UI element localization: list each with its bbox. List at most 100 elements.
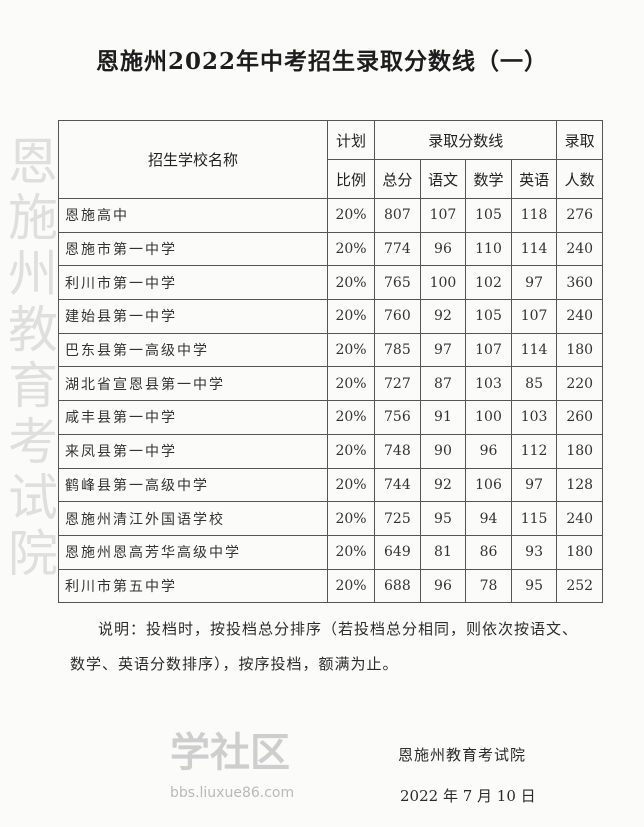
total-score: 649: [374, 534, 421, 570]
chinese-score: 92: [419, 467, 467, 503]
school-name: 巴东县第一高级中学: [58, 332, 328, 368]
header-english: 英语: [510, 159, 558, 199]
plan-ratio: 20%: [326, 366, 376, 402]
total-score: 756: [374, 400, 421, 435]
english-score: 115: [510, 501, 558, 536]
chinese-score: 96: [419, 231, 467, 267]
math-score: 105: [465, 198, 512, 233]
math-score: 107: [465, 332, 512, 368]
table-row: 湖北省宣恩县第一中学 20% 727 87 103 85 220: [58, 366, 603, 402]
admit-count: 220: [556, 366, 603, 402]
plan-ratio: 20%: [326, 231, 376, 267]
school-name: 来凤县第一中学: [58, 433, 328, 469]
total-score: 727: [374, 366, 421, 402]
plan-ratio: 20%: [326, 501, 376, 536]
school-name: 恩施州清江外国语学校: [58, 501, 328, 536]
english-score: 118: [510, 198, 558, 233]
english-score: 114: [510, 231, 558, 267]
chinese-score: 91: [419, 400, 467, 435]
english-score: 112: [510, 433, 558, 469]
admit-count: 180: [556, 433, 603, 469]
school-name: 利川市第一中学: [58, 265, 328, 301]
admission-score-table: 招生学校名称 计划 录取分数线 录取 比例 总分 语文 数学 英语 人数 恩施高…: [58, 120, 603, 604]
school-name: 恩施高中: [58, 198, 328, 233]
school-name: 鹤峰县第一高级中学: [58, 467, 328, 503]
school-name: 咸丰县第一中学: [58, 400, 328, 435]
watermark: 恩施州教育考试院: [0, 135, 58, 583]
admit-count: 240: [556, 231, 603, 267]
chinese-score: 107: [419, 198, 467, 233]
math-score: 78: [465, 568, 512, 604]
document-title: 恩施州2022年中考招生录取分数线（一）: [95, 48, 548, 75]
table-row: 来凤县第一中学 20% 748 90 96 112 180: [58, 433, 603, 469]
chinese-score: 87: [419, 366, 467, 402]
table-row: 咸丰县第一中学 20% 756 91 100 103 260: [58, 400, 603, 435]
math-score: 103: [465, 366, 512, 402]
school-name: 利川市第五中学: [58, 568, 328, 604]
admit-count: 180: [556, 534, 603, 570]
signature: 恩施州教育考试院: [398, 746, 527, 764]
plan-ratio: 20%: [326, 332, 376, 368]
table-row: 建始县第一中学 20% 760 92 105 107 240: [58, 299, 603, 334]
note-text: 说明：投档时，按投档总分排序（若投档总分相同，则依次按语文、数学、英语分数排序）…: [70, 620, 579, 673]
total-score: 744: [374, 467, 421, 503]
english-score: 97: [510, 467, 558, 503]
header-chinese: 语文: [419, 159, 467, 199]
math-score: 102: [465, 265, 512, 301]
admit-count: 360: [556, 265, 603, 301]
table-row: 巴东县第一高级中学 20% 785 97 107 114 180: [58, 332, 603, 368]
math-score: 105: [465, 299, 512, 334]
math-score: 100: [465, 400, 512, 435]
plan-ratio: 20%: [326, 299, 376, 334]
header-admit-2: 人数: [556, 159, 603, 199]
chinese-score: 95: [419, 501, 467, 536]
school-name: 恩施州恩高芳华高级中学: [58, 534, 328, 570]
table-row: 恩施高中 20% 807 107 105 118 276: [58, 198, 603, 233]
total-score: 748: [374, 433, 421, 469]
plan-ratio: 20%: [326, 568, 376, 604]
english-score: 97: [510, 265, 558, 301]
english-score: 95: [510, 568, 558, 604]
header-math: 数学: [465, 159, 512, 199]
plan-ratio: 20%: [326, 198, 376, 233]
plan-ratio: 20%: [326, 534, 376, 570]
admit-count: 180: [556, 332, 603, 368]
plan-ratio: 20%: [326, 467, 376, 503]
table-row: 利川市第五中学 20% 688 96 78 95 252: [58, 568, 603, 604]
school-name: 湖北省宣恩县第一中学: [58, 366, 328, 402]
school-name: 建始县第一中学: [58, 299, 328, 334]
admit-count: 276: [556, 198, 603, 233]
header-admit-1: 录取: [556, 120, 603, 160]
total-score: 760: [374, 299, 421, 334]
site-url-watermark: bbs.liuxue86.com: [170, 785, 295, 801]
total-score: 785: [374, 332, 421, 368]
header-scores: 录取分数线: [374, 120, 558, 160]
math-score: 96: [465, 433, 512, 469]
site-logo-watermark: 学社区: [170, 730, 290, 776]
table-row: 恩施州恩高芳华高级中学 20% 649 81 86 93 180: [58, 534, 603, 570]
english-score: 93: [510, 534, 558, 570]
header-total: 总分: [374, 159, 421, 199]
total-score: 688: [374, 568, 421, 604]
table-row: 鹤峰县第一高级中学 20% 744 92 106 97 128: [58, 467, 603, 503]
admit-count: 240: [556, 299, 603, 334]
admit-count: 128: [556, 467, 603, 503]
total-score: 725: [374, 501, 421, 536]
math-score: 86: [465, 534, 512, 570]
table-row: 恩施市第一中学 20% 774 96 110 114 240: [58, 231, 603, 267]
chinese-score: 90: [419, 433, 467, 469]
math-score: 106: [465, 467, 512, 503]
english-score: 103: [510, 400, 558, 435]
header-school: 招生学校名称: [58, 120, 328, 199]
total-score: 774: [374, 231, 421, 267]
header-plan-ratio-2: 比例: [326, 159, 376, 199]
table-row: 恩施州清江外国语学校 20% 725 95 94 115 240: [58, 501, 603, 536]
issue-date: 2022 年 7 月 10 日: [400, 787, 536, 805]
chinese-score: 81: [419, 534, 467, 570]
school-name: 恩施市第一中学: [58, 231, 328, 267]
math-score: 94: [465, 501, 512, 536]
chinese-score: 100: [419, 265, 467, 301]
plan-ratio: 20%: [326, 265, 376, 301]
plan-ratio: 20%: [326, 400, 376, 435]
math-score: 110: [465, 231, 512, 267]
